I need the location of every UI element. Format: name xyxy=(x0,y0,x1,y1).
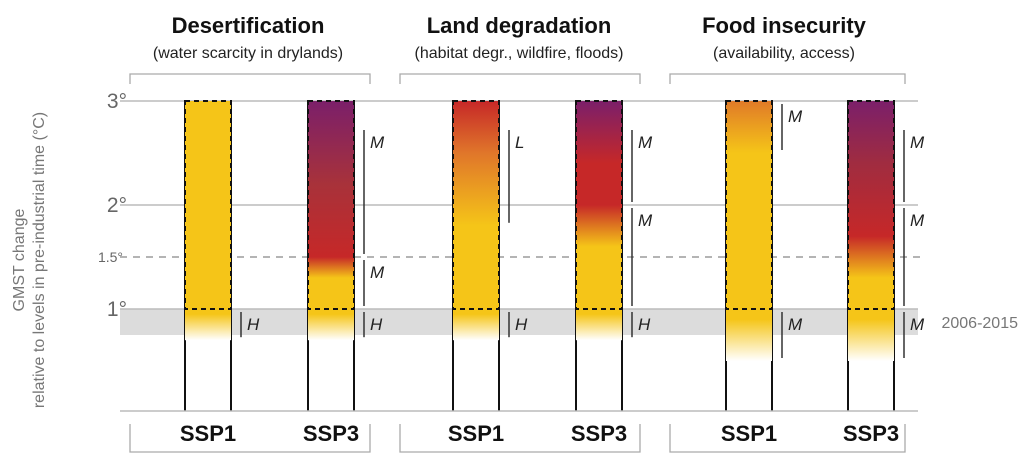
panel-top-bracket xyxy=(129,73,371,84)
confidence-label: M xyxy=(910,315,925,334)
bar-gradient-fill xyxy=(185,101,231,341)
panels: Desertification (water scarcity in drylan… xyxy=(129,13,925,453)
temperature-gridlines: 3° 2° 1.5° 1° xyxy=(98,90,922,321)
ember-bar-ssp1: HL xyxy=(452,100,528,411)
y-axis-label-line1: GMST change xyxy=(11,208,28,311)
confidence-label: M xyxy=(910,133,925,152)
bar-dashed-outline xyxy=(575,100,623,310)
scenario-label-ssp1: SSP1 xyxy=(180,421,236,446)
scenario-label-ssp3: SSP3 xyxy=(571,421,627,446)
ember-bar-ssp3: H M M xyxy=(575,100,653,411)
bar-gradient-fill xyxy=(726,101,772,361)
scenario-label-ssp3: SSP3 xyxy=(303,421,359,446)
panel-top-bracket xyxy=(399,73,641,84)
confidence-label: M xyxy=(638,133,653,152)
panel-subtitle: (water scarcity in drylands) xyxy=(153,45,343,62)
bar-gradient-fill xyxy=(848,101,894,361)
bar-gradient-fill xyxy=(576,101,622,341)
ember-bar-ssp1: H xyxy=(184,100,260,411)
confidence-label: H xyxy=(638,315,651,334)
y-axis-label-line2: relative to levels in pre-industrial tim… xyxy=(31,112,48,408)
confidence-label: M xyxy=(788,315,803,334)
panel-title: Desertification xyxy=(172,13,325,38)
confidence-label: M xyxy=(788,107,803,126)
bar-gradient-fill xyxy=(453,101,499,341)
panel-top-bracket xyxy=(669,73,906,84)
scenario-label-ssp1: SSP1 xyxy=(721,421,777,446)
confidence-label: M xyxy=(638,211,653,230)
reference-period-label: 2006-2015 xyxy=(941,315,1018,332)
confidence-label: H xyxy=(515,315,528,334)
panel-bottom-bracket xyxy=(399,424,641,453)
bar-dashed-outline xyxy=(307,100,355,310)
confidence-label: M xyxy=(370,133,385,152)
panel-subtitle: (availability, access) xyxy=(713,45,855,62)
bar-gradient-fill xyxy=(308,101,354,341)
panel-2: Land degradation (habitat degr., wildfire… xyxy=(399,13,653,453)
confidence-label: H xyxy=(247,315,260,334)
scenario-label-ssp3: SSP3 xyxy=(843,421,899,446)
reference-period-band xyxy=(120,309,918,335)
ember-bar-ssp3: M M M xyxy=(847,100,925,411)
ember-bar-ssp3: H M M xyxy=(307,100,385,411)
confidence-label: H xyxy=(370,315,383,334)
panel-subtitle: (habitat degr., wildfire, floods) xyxy=(415,45,624,62)
tick-label-3: 3° xyxy=(107,90,127,113)
ember-bar-ssp1: MM xyxy=(725,100,803,411)
panel-3: Food insecurity(availability, access)MMS… xyxy=(669,13,925,453)
bar-dashed-outline xyxy=(725,100,773,310)
panel-title: Land degradation xyxy=(427,13,612,38)
confidence-label: M xyxy=(370,263,385,282)
scenario-label-ssp1: SSP1 xyxy=(448,421,504,446)
confidence-label: M xyxy=(910,211,925,230)
bar-dashed-outline xyxy=(452,100,500,310)
y-axis-label: GMST change relative to levels in pre-in… xyxy=(11,112,48,408)
tick-label-2: 2° xyxy=(107,194,127,217)
panel-1: Desertification (water scarcity in drylan… xyxy=(129,13,385,453)
panel-title: Food insecurity xyxy=(702,13,867,38)
bar-dashed-outline xyxy=(184,100,232,310)
bar-dashed-outline xyxy=(847,100,895,310)
confidence-label: L xyxy=(515,133,524,152)
panel-bottom-bracket xyxy=(669,424,906,453)
panel-bottom-bracket xyxy=(129,424,371,453)
tick-label-1-5: 1.5° xyxy=(98,249,123,265)
tick-label-1: 1° xyxy=(107,298,127,321)
